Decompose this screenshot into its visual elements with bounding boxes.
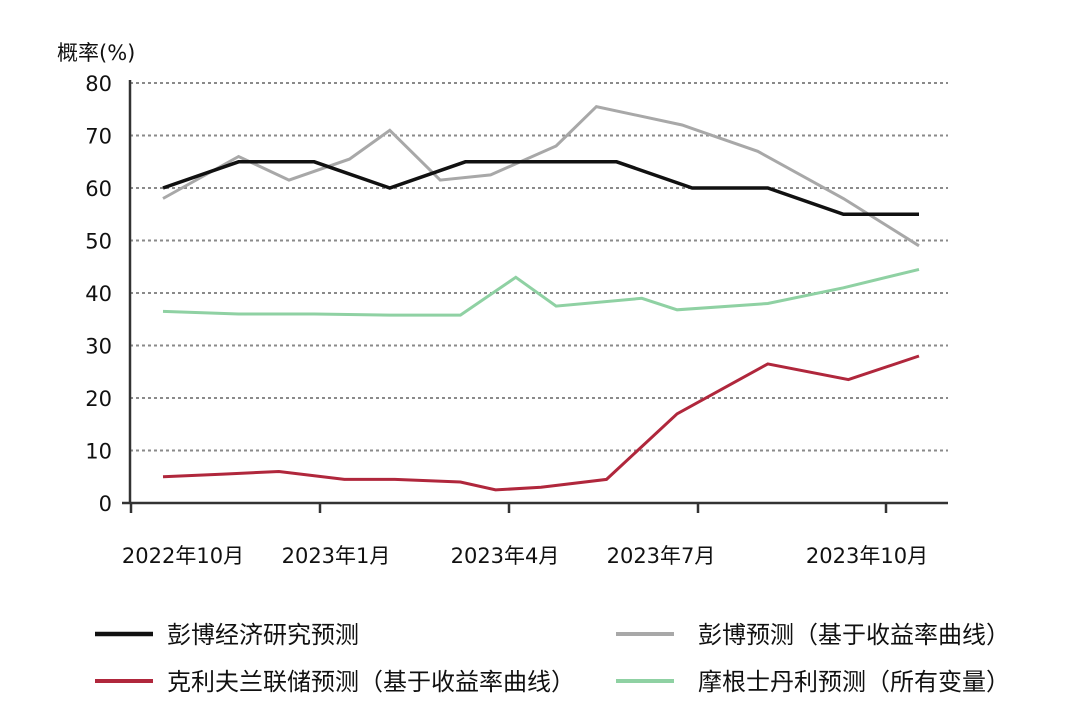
legend-label: 摩根士丹利预测（所有变量） [698,668,1010,696]
y-tick-label: 70 [85,125,112,149]
y-tick-label: 10 [85,440,112,464]
x-tick-label: 2022年10月 [122,544,244,568]
x-tick-label: 2023年10月 [806,544,928,568]
y-axis: 0 10 20 30 40 50 60 70 80 [85,72,132,516]
x-tick-label: 2023年1月 [282,544,391,568]
y-tick-label: 50 [85,230,112,254]
y-tick-label: 60 [85,177,112,201]
y-tick-label: 0 [99,492,112,516]
series-line-2 [162,354,920,492]
x-axis: 2022年10月 2023年1月 2023年4月 2023年7月 2023年10月 [122,501,948,568]
y-tick-label: 20 [85,387,112,411]
legend-label: 彭博经济研究预测 [167,621,359,649]
x-tick-label: 2023年7月 [607,544,716,568]
y-tick-label: 40 [85,282,112,306]
series-line-3 [162,267,920,317]
x-tick-label: 2023年4月 [451,544,560,568]
series-layer [162,104,920,492]
legend-label: 彭博预测（基于收益率曲线） [698,621,1010,649]
y-axis-title: 概率(%) [57,41,135,65]
series-line-0 [162,160,919,217]
legend-label: 克利夫兰联储预测（基于收益率曲线） [167,668,575,696]
series-line-1 [162,104,920,248]
legend: 彭博经济研究预测 彭博预测（基于收益率曲线） 克利夫兰联储预测（基于收益率曲线） 摩根… [95,621,1010,696]
grid [130,82,948,452]
y-tick-label: 30 [85,335,112,359]
y-tick-label: 80 [85,72,112,96]
